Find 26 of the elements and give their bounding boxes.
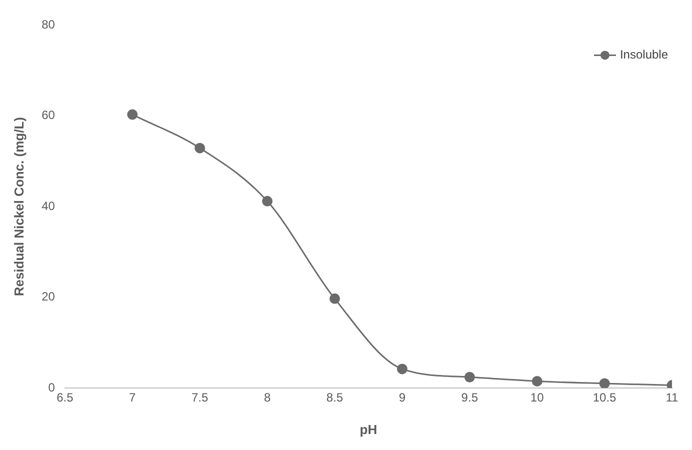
x-tick-label: 10 bbox=[530, 390, 544, 405]
point bbox=[532, 376, 542, 386]
y-tick-label: 0 bbox=[48, 380, 56, 394]
x-tick-label: 6.5 bbox=[56, 390, 74, 405]
y-tick-label: 20 bbox=[42, 290, 56, 304]
legend-label: Insoluble bbox=[620, 48, 668, 62]
x-tick-label: 11 bbox=[666, 390, 679, 405]
point bbox=[330, 293, 340, 304]
point bbox=[194, 142, 206, 154]
x-tick-label: 9.5 bbox=[461, 390, 478, 405]
x-tick-label: 10.5 bbox=[592, 390, 617, 405]
point bbox=[396, 364, 408, 374]
point bbox=[262, 196, 273, 206]
x-tick-label: 8 bbox=[264, 390, 271, 405]
point bbox=[127, 109, 138, 120]
x-tick-label: 9 bbox=[398, 390, 406, 405]
x-tick-label: 7 bbox=[129, 390, 136, 405]
y-tick-label: 80 bbox=[42, 18, 56, 32]
x-tick-label: 7.5 bbox=[192, 390, 209, 405]
point bbox=[599, 378, 610, 388]
y-axis-title: Residual Nickel Conc. (mg/L) bbox=[11, 117, 26, 296]
y-tick-label: 40 bbox=[42, 198, 56, 213]
x-axis-title: pH bbox=[360, 422, 378, 437]
y-tick-label: 60 bbox=[42, 108, 56, 122]
point bbox=[464, 372, 475, 382]
x-tick-label: 8.5 bbox=[326, 390, 344, 405]
